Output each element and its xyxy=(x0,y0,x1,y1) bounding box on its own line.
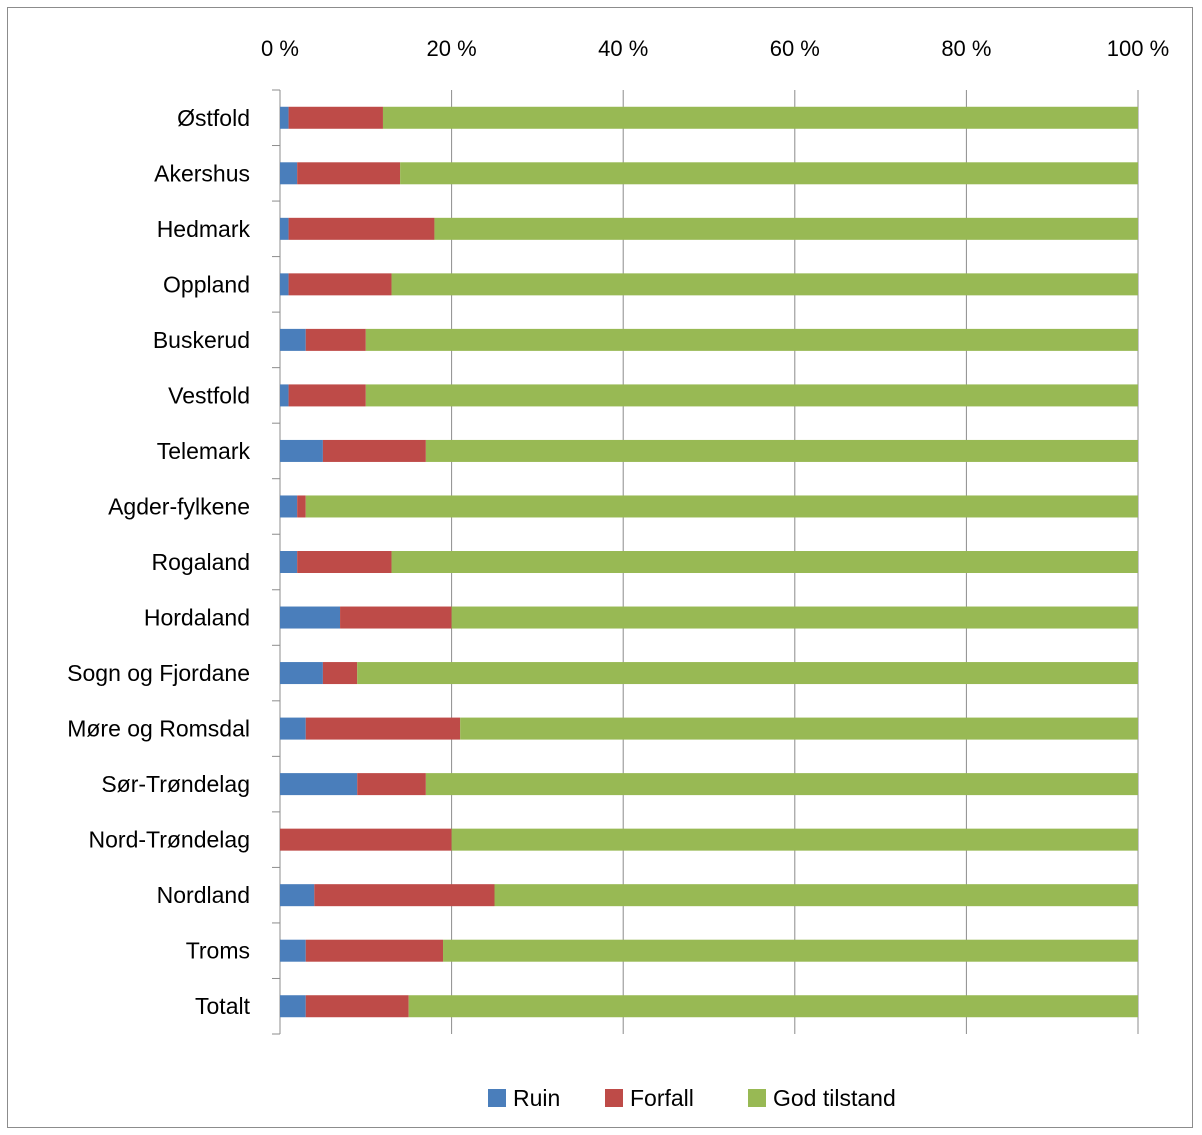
bar-segment-ruin xyxy=(280,384,289,407)
category-label: Møre og Romsdal xyxy=(67,716,250,742)
bar-segment-ruin xyxy=(280,495,298,518)
category-label: Buskerud xyxy=(153,327,250,353)
category-label: Sør-Trøndelag xyxy=(101,771,250,797)
bar-segment-forfall xyxy=(305,717,461,740)
x-tick-label: 0 % xyxy=(261,36,299,61)
x-tick-label: 80 % xyxy=(941,36,991,61)
category-label: Akershus xyxy=(154,160,250,186)
bar-segment-god-tilstand xyxy=(391,551,1138,573)
legend-swatch-ruin xyxy=(488,1089,506,1107)
category-label: Nord-Trøndelag xyxy=(89,827,250,853)
category-label: Hordaland xyxy=(144,605,250,631)
legend-swatch-god-tilstand xyxy=(748,1089,766,1107)
bar-segment-forfall xyxy=(357,773,426,796)
bar-segment-god-tilstand xyxy=(451,606,1139,629)
bar-segment-ruin xyxy=(280,662,323,685)
category-label: Sogn og Fjordane xyxy=(67,660,250,686)
bar-segment-god-tilstand xyxy=(425,773,1138,796)
category-label: Telemark xyxy=(157,438,251,464)
bar-segment-ruin xyxy=(280,106,289,129)
bar-segment-forfall xyxy=(288,106,383,129)
x-tick-label: 20 % xyxy=(427,36,477,61)
category-label: Nordland xyxy=(157,882,250,908)
x-tick-label: 100 % xyxy=(1107,36,1169,61)
bar-segment-ruin xyxy=(280,995,306,1018)
bar-segment-forfall xyxy=(280,828,452,851)
bar-segment-forfall xyxy=(305,939,444,962)
bar-segment-ruin xyxy=(280,939,306,962)
bar-segment-god-tilstand xyxy=(357,662,1139,685)
bar-segment-ruin xyxy=(280,273,289,296)
category-label: Totalt xyxy=(195,993,251,1019)
bar-segment-ruin xyxy=(280,162,298,185)
bar-segment-forfall xyxy=(305,328,366,351)
category-label: Rogaland xyxy=(152,549,250,575)
category-label: Vestfold xyxy=(168,382,250,408)
bar-segment-forfall xyxy=(288,273,392,296)
bar-segment-ruin xyxy=(280,606,341,629)
bar-segment-forfall xyxy=(322,439,426,462)
bar-segment-god-tilstand xyxy=(460,717,1138,740)
bar-segment-god-tilstand xyxy=(382,106,1139,129)
bar-segment-god-tilstand xyxy=(305,495,1138,518)
bar-segment-ruin xyxy=(280,773,358,796)
bar-segment-god-tilstand xyxy=(443,939,1138,962)
category-label: Oppland xyxy=(163,271,250,297)
category-label: Agder-fylkene xyxy=(108,493,250,519)
bar-segment-ruin xyxy=(280,717,306,740)
bar-segment-forfall xyxy=(305,995,409,1018)
bar-segment-ruin xyxy=(280,328,306,351)
bar-segment-god-tilstand xyxy=(365,328,1138,351)
bar-segment-ruin xyxy=(280,217,289,240)
bar-segment-god-tilstand xyxy=(434,217,1138,240)
bar-segment-god-tilstand xyxy=(391,273,1138,296)
bar-segment-god-tilstand xyxy=(400,162,1138,185)
bar-segment-forfall xyxy=(340,606,452,629)
legend-label-ruin: Ruin xyxy=(513,1085,560,1111)
bar-segment-god-tilstand xyxy=(494,884,1138,907)
bar-segment-forfall xyxy=(297,551,392,573)
bar-segment-forfall xyxy=(314,884,495,907)
category-label: Hedmark xyxy=(157,216,251,242)
bar-segment-god-tilstand xyxy=(365,384,1138,407)
bar-segment-god-tilstand xyxy=(451,828,1139,851)
legend-swatch-forfall xyxy=(605,1089,623,1107)
bar-segment-forfall xyxy=(322,662,358,685)
legend-label-forfall: Forfall xyxy=(630,1085,694,1111)
category-label: Troms xyxy=(186,938,250,964)
bar-segment-ruin xyxy=(280,884,315,907)
x-tick-label: 40 % xyxy=(598,36,648,61)
legend-label-god-tilstand: God tilstand xyxy=(773,1085,896,1111)
bar-segment-forfall xyxy=(297,495,306,518)
bar-segment-ruin xyxy=(280,439,323,462)
x-tick-label: 60 % xyxy=(770,36,820,61)
bar-segment-forfall xyxy=(288,384,366,407)
bar-segment-forfall xyxy=(297,162,401,185)
bar-segment-god-tilstand xyxy=(425,439,1138,462)
bar-segment-god-tilstand xyxy=(408,995,1138,1018)
bar-segment-ruin xyxy=(280,551,298,573)
category-label: Østfold xyxy=(177,105,250,131)
bar-segment-forfall xyxy=(288,217,435,240)
